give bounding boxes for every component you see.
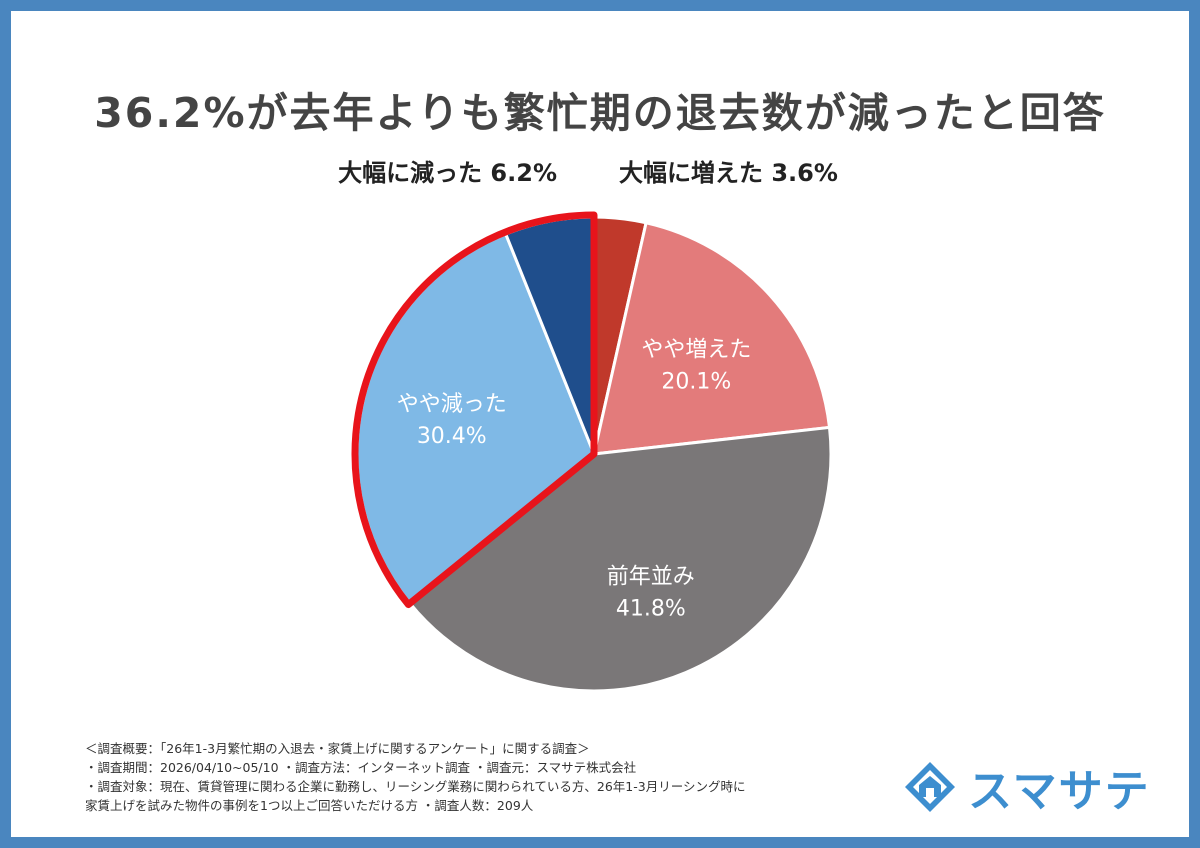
pie-slices [355, 215, 833, 693]
slice-value-1: 20.1% [661, 369, 731, 394]
pie-slice-1 [592, 220, 832, 456]
footnote-line: ＜調査概要：「26年1-3月繁忙期の入退去・家賃上げに関するアンケート」に関する… [85, 741, 590, 756]
house-diamond-icon [905, 762, 955, 812]
slice-label-1: やや増えた [641, 337, 751, 362]
pie-slice-2 [407, 425, 833, 693]
slice-label-3: やや減った [397, 392, 507, 417]
pie-labels: やや増えた 20.1% 前年並み 41.8% やや減った 30.4% 大幅に増えた 3.6%… [338, 159, 838, 622]
footnote-line: 家賃上げを試みた物件の事例を1つ以上ご回答いただける方 ・調査人数：209人 [85, 798, 534, 813]
brand-logo: スマサテ [904, 755, 1151, 819]
highlight-outline [351, 211, 598, 609]
infographic-card: 36.2%が去年よりも繁忙期の退去数が減ったと回答 やや増えた 20.1% 前年並み… [11, 11, 1189, 837]
page-title: 36.2%が去年よりも繁忙期の退去数が減ったと回答 [94, 89, 1106, 137]
footnote-line: ・調査期間：2026/04/10~05/10 ・調査方法：インターネット調査 ・… [85, 760, 637, 775]
callout-label-0: 大幅に増えた 3.6% [619, 159, 838, 187]
callout-label-4: 大幅に減った 6.2% [338, 159, 557, 187]
highlight-group [351, 211, 598, 609]
slice-value-2: 41.8% [616, 597, 686, 622]
footnote-line: ・調査対象：現在、賃貸管理に関わる企業に勤務し、リーシング業務に関わられている方… [85, 779, 746, 794]
slice-label-2: 前年並み [607, 565, 695, 590]
brand-name: スマサテ [968, 766, 1151, 817]
slice-value-3: 30.4% [417, 424, 487, 449]
survey-footnote: ＜調査概要：「26年1-3月繁忙期の入退去・家賃上げに関するアンケート」に関する… [85, 739, 885, 815]
pie-chart: やや増えた 20.1% 前年並み 41.8% やや減った 30.4% 大幅に増えた 3.6%… [338, 159, 838, 693]
